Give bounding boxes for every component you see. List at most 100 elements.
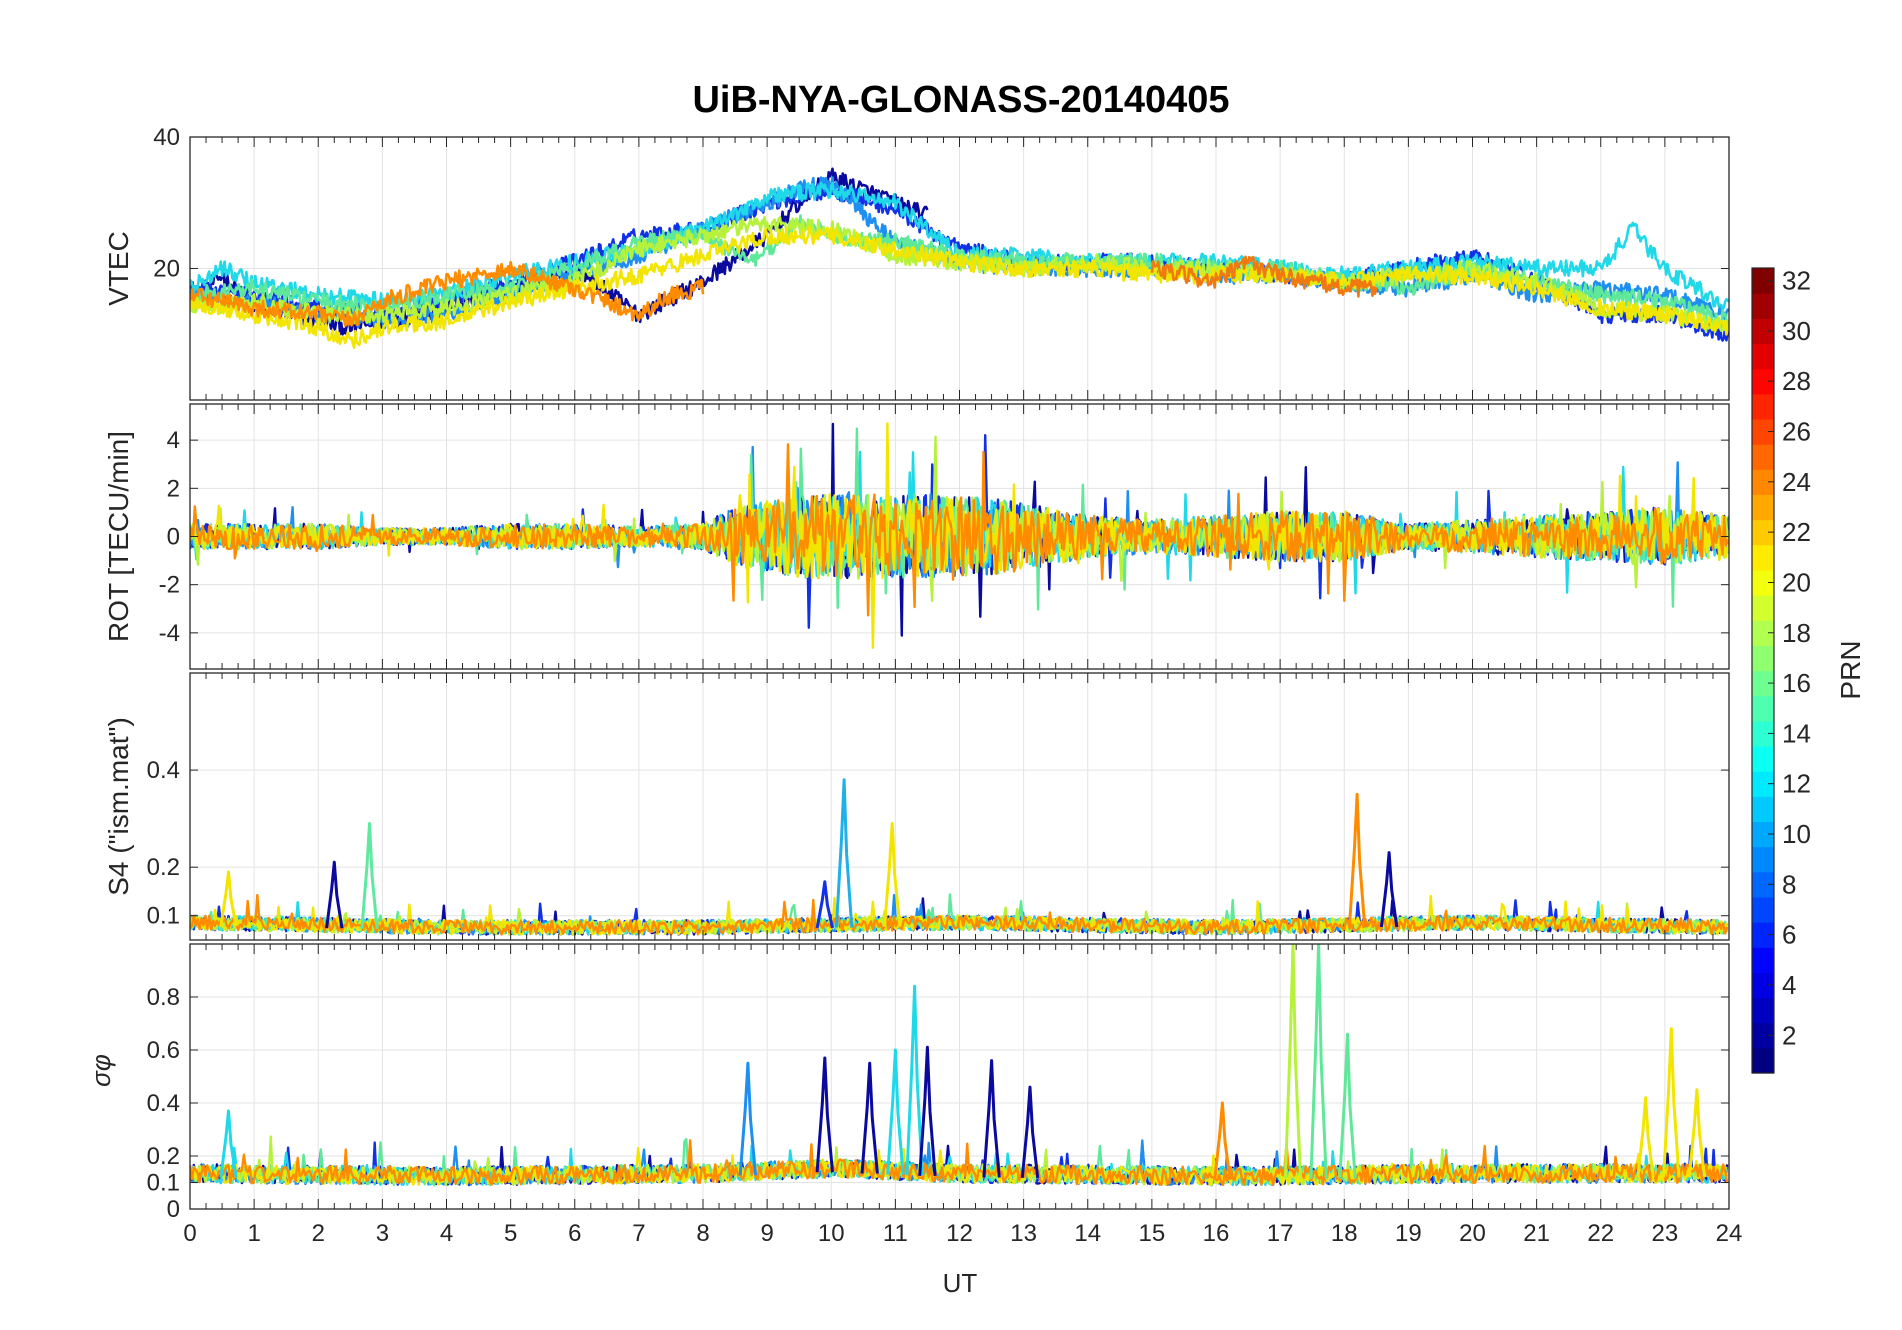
panel-vtec-x-ticks	[189, 137, 1730, 400]
y-tick-label: 0.8	[147, 984, 180, 1011]
y-tick-label: -2	[159, 572, 180, 599]
colorbar-swatch	[1752, 1022, 1774, 1049]
vtec-series-line	[190, 214, 1729, 329]
colorbar-tick-label: 12	[1782, 769, 1811, 799]
colorbar-swatch	[1752, 343, 1774, 370]
colorbar-tick-label: 18	[1782, 618, 1811, 648]
y-axis-label: σφ	[86, 1054, 116, 1087]
x-tick-label: 14	[1074, 1220, 1101, 1247]
x-tick-label: 9	[760, 1220, 773, 1247]
panel-vtec-series	[190, 167, 1729, 349]
sigma-peak-mark	[1636, 1096, 1655, 1178]
x-tick-label: 6	[568, 1220, 581, 1247]
rot-series-line	[190, 443, 1729, 617]
y-tick-label: 0.2	[147, 854, 180, 881]
sigma-peak-mark	[1309, 944, 1328, 1179]
colorbar-tick-label: 2	[1782, 1020, 1796, 1050]
colorbar-swatch	[1752, 569, 1774, 596]
y-tick-label: 0	[167, 1196, 180, 1223]
colorbar-swatch	[1752, 947, 1774, 973]
s4-peak-mark	[1379, 851, 1399, 928]
colorbar-swatch	[1752, 896, 1774, 923]
x-tick-label: 16	[1203, 1220, 1230, 1247]
sigma-peak-mark	[1662, 1027, 1681, 1178]
x-tick-label: 20	[1459, 1220, 1486, 1247]
s4-peak-mark	[219, 870, 238, 927]
sigma-series-line	[190, 1139, 1729, 1187]
y-tick-label: 20	[153, 256, 180, 283]
colorbar-label: PRN	[1835, 640, 1866, 699]
colorbar-swatch	[1752, 922, 1774, 948]
colorbar-swatch	[1752, 972, 1774, 999]
colorbar-tick-label: 26	[1782, 417, 1811, 447]
colorbar-swatch	[1752, 268, 1774, 294]
x-tick-label: 12	[946, 1220, 973, 1247]
x-tick-label: 7	[632, 1220, 645, 1247]
sigma-peak-mark	[982, 1059, 1001, 1178]
colorbar-tick-label: 22	[1782, 517, 1811, 547]
s4-series-line	[190, 893, 1729, 936]
y-tick-label: 0.6	[147, 1037, 180, 1064]
sigma-peak-mark	[1283, 944, 1303, 1180]
x-tick-labels: 0 1 2 3 4 5 6 7 8 9 10 11 12 13 14 15 16 17 18 19 20 21 22 23 24	[183, 1220, 1742, 1247]
panel-rot: -4 -2 0 2 4 ROT [TECU/min]	[103, 403, 1730, 670]
sigma-peak-mark	[1020, 1085, 1040, 1179]
colorbar-border	[1751, 267, 1775, 1074]
x-tick-label: 11	[883, 1220, 908, 1247]
x-tick-label: 3	[376, 1220, 389, 1247]
x-axis-label: UT	[943, 1268, 978, 1298]
y-tick-label: 0	[167, 524, 180, 551]
colorbar-tick-label: 28	[1782, 366, 1811, 396]
colorbar-tick-label: 24	[1782, 467, 1811, 497]
colorbar-swatch	[1752, 645, 1774, 672]
colorbar-swatch	[1752, 796, 1774, 823]
y-axis-label: VTEC	[103, 231, 134, 306]
chart-title: UiB-NYA-GLONASS-20140405	[692, 79, 1229, 121]
sigma-peak-mark	[1687, 1088, 1707, 1178]
vtec-series-line	[190, 260, 705, 327]
panel-s4-series	[190, 778, 1729, 936]
x-tick-label: 4	[440, 1220, 453, 1247]
y-tick-label: 2	[167, 475, 180, 502]
x-tick-label: 15	[1139, 1220, 1166, 1247]
s4-peak-mark	[1347, 792, 1367, 928]
x-tick-label: 21	[1523, 1220, 1550, 1247]
colorbar-swatch	[1752, 720, 1774, 747]
x-tick-label: 2	[312, 1220, 325, 1247]
y-axis-label: S4 ("ism.mat")	[103, 717, 134, 896]
sigma-peak-mark	[738, 1061, 758, 1176]
colorbar-swatch	[1752, 670, 1774, 697]
sigma-peak-mark	[815, 1056, 834, 1173]
colorbar-swatch	[1752, 745, 1774, 772]
sigma-peak-mark	[219, 1109, 238, 1178]
colorbar-swatch	[1752, 771, 1774, 797]
x-tick-label: 13	[1010, 1220, 1037, 1247]
sigma-peak-mark	[1213, 1101, 1232, 1180]
x-tick-label: 1	[247, 1220, 260, 1247]
colorbar-swatch	[1752, 494, 1774, 521]
x-tick-label: 8	[696, 1220, 709, 1247]
y-tick-label: 0.1	[147, 903, 180, 930]
colorbar-swatch	[1752, 821, 1774, 848]
colorbar-tick-label: 20	[1782, 567, 1811, 597]
colorbar-swatch	[1752, 318, 1774, 345]
sigma-peak-mark	[886, 1048, 905, 1175]
panel-rot-series	[190, 422, 1729, 649]
colorbar-tick-label: 30	[1782, 316, 1811, 346]
colorbar-swatch	[1752, 469, 1774, 496]
colorbar-swatch	[1752, 871, 1774, 898]
panel-vtec: 20 40 VTEC	[103, 124, 1730, 401]
sigma-peak-mark	[905, 984, 924, 1176]
y-tick-label: 0.1	[147, 1170, 180, 1197]
colorbar-tick-label: 8	[1782, 869, 1796, 899]
colorbar-tick-label: 14	[1782, 718, 1811, 748]
colorbar-swatch	[1752, 595, 1774, 621]
vtec-series-line	[190, 226, 1729, 349]
x-tick-label: 19	[1395, 1220, 1422, 1247]
colorbar-swatch	[1752, 997, 1774, 1024]
colorbar-tick-label: 16	[1782, 668, 1811, 698]
s4-peak-mark	[815, 880, 834, 929]
vtec-series-line	[1150, 255, 1378, 298]
colorbar-swatch	[1752, 393, 1774, 420]
